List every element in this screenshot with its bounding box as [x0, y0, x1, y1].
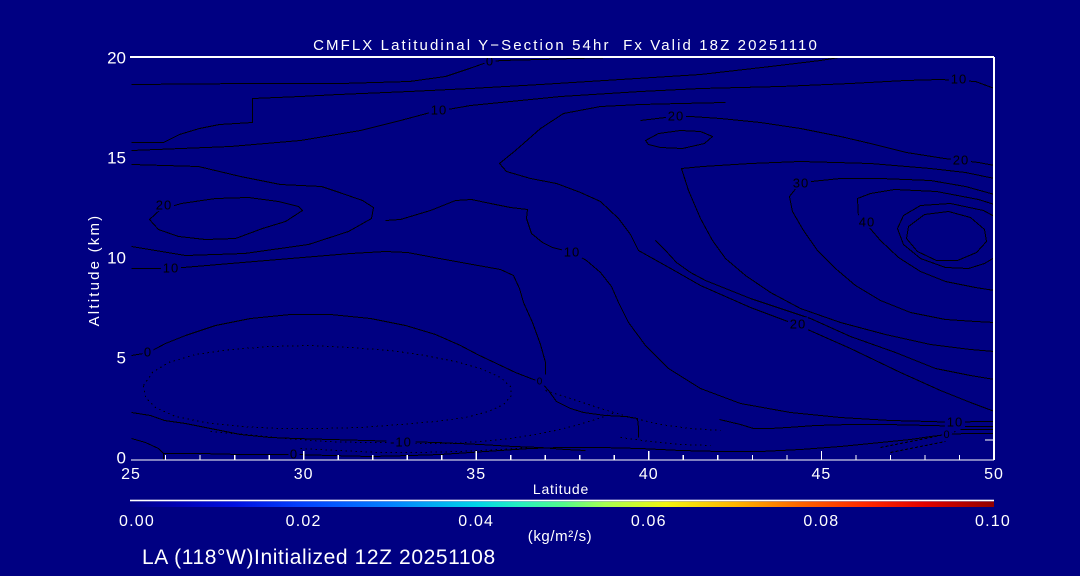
svg-text:10: 10 [951, 72, 967, 87]
svg-text:0: 0 [290, 447, 298, 462]
svg-text:10: 10 [431, 103, 447, 118]
svg-text:20: 20 [107, 49, 126, 68]
svg-text:20: 20 [953, 153, 969, 168]
svg-text:40: 40 [859, 215, 875, 230]
svg-text:0: 0 [117, 449, 126, 468]
svg-text:25: 25 [121, 466, 141, 483]
svg-text:10: 10 [163, 261, 179, 276]
svg-text:10: 10 [107, 249, 126, 268]
svg-text:Latitude: Latitude [533, 481, 589, 497]
svg-text:CMFLX Latitudinal Y−Section 54: CMFLX Latitudinal Y−Section 54hr Fx Vali… [313, 37, 819, 54]
svg-text:30: 30 [294, 466, 314, 483]
svg-text:15: 15 [107, 149, 126, 168]
svg-text:45: 45 [812, 466, 832, 483]
svg-text:0.00: 0.00 [119, 513, 155, 530]
svg-text:LA (118°W)Initialized 12Z 2025: LA (118°W)Initialized 12Z 20251108 [142, 546, 496, 569]
svg-text:10: 10 [564, 245, 580, 260]
svg-text:0: 0 [943, 429, 950, 441]
svg-text:20: 20 [790, 317, 806, 332]
svg-text:(kg/m²/s): (kg/m²/s) [528, 528, 593, 545]
svg-text:0: 0 [486, 54, 494, 69]
svg-text:0.02: 0.02 [286, 513, 322, 530]
svg-text:20: 20 [156, 198, 172, 213]
svg-text:35: 35 [466, 466, 486, 483]
svg-text:Altitude (km): Altitude (km) [86, 214, 103, 327]
svg-text:0: 0 [537, 377, 544, 388]
svg-text:50: 50 [984, 466, 1004, 483]
svg-text:0.04: 0.04 [458, 513, 494, 530]
svg-text:30: 30 [793, 176, 809, 191]
svg-text:10: 10 [947, 415, 963, 430]
svg-text:0: 0 [144, 345, 152, 360]
svg-text:20: 20 [668, 109, 684, 124]
svg-text:40: 40 [639, 466, 659, 483]
svg-text:0.10: 0.10 [975, 513, 1011, 530]
svg-text:0.08: 0.08 [803, 513, 839, 530]
svg-text:5: 5 [117, 349, 126, 368]
svg-text:-10: -10 [390, 435, 412, 450]
svg-text:0.06: 0.06 [631, 513, 667, 530]
